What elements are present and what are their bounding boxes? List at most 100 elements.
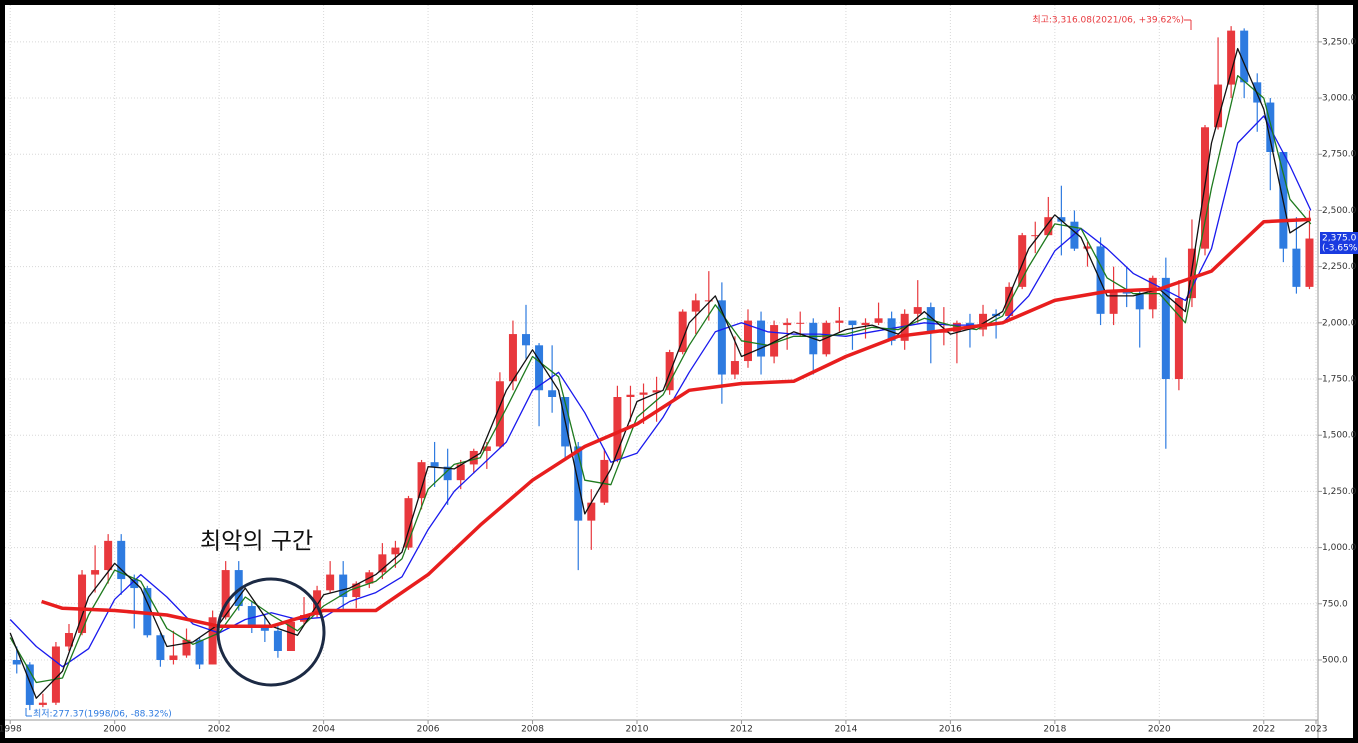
- candle-body: [286, 621, 295, 651]
- last-change: (-3.65%): [1322, 244, 1358, 254]
- candle-body: [939, 331, 948, 333]
- candle-body: [1018, 235, 1027, 287]
- highlight-circle: [216, 577, 326, 687]
- x-tick-label: 2012: [730, 725, 753, 735]
- moving-average-line: [9, 47, 1312, 699]
- x-tick-label: 2008: [521, 725, 544, 735]
- last-price-box: [1320, 232, 1358, 254]
- candle-body: [704, 300, 713, 302]
- candle-body: [1135, 293, 1144, 310]
- candle-body: [770, 325, 779, 357]
- candle-body: [417, 462, 426, 499]
- x-tick-label: 2014: [834, 725, 857, 735]
- candle-body: [1044, 217, 1053, 236]
- candle-body: [260, 626, 269, 631]
- moving-average-line: [41, 217, 1311, 629]
- candle-body: [861, 322, 870, 326]
- background: [5, 5, 1353, 738]
- y-tick-label: 1,250.0: [1322, 487, 1357, 497]
- y-tick-label: 2,750.0: [1322, 150, 1357, 160]
- x-tick-label: 2010: [626, 725, 649, 735]
- candle-body: [38, 702, 47, 705]
- candle-body: [1227, 30, 1236, 85]
- candle-body: [64, 633, 73, 647]
- candle-body: [1305, 238, 1314, 287]
- candle-body: [12, 659, 21, 665]
- candle-body: [979, 313, 988, 330]
- candle-body: [117, 540, 126, 580]
- candle-body: [848, 320, 857, 326]
- candle-body: [25, 664, 34, 705]
- moving-average-line: [9, 74, 1312, 684]
- high-annotation: 최고:3,316.08(2021/06, +39.62%): [1032, 15, 1184, 26]
- candle-body: [652, 390, 661, 393]
- candle-body: [1240, 30, 1249, 83]
- candle-body: [78, 574, 87, 634]
- x-tick-label: 2006: [417, 725, 440, 735]
- candle-body: [273, 630, 282, 651]
- candle-body: [91, 570, 100, 575]
- candle-body: [535, 345, 544, 391]
- candle-body: [482, 446, 491, 451]
- x-tick-label: 2020: [1148, 725, 1171, 735]
- y-tick-label: 3,250.0: [1322, 37, 1357, 47]
- y-tick-label: 1,750.0: [1322, 375, 1357, 385]
- candle-body: [665, 352, 674, 391]
- candle-body: [522, 334, 531, 346]
- candle-body: [208, 617, 217, 665]
- candle-body: [1031, 235, 1040, 237]
- plot: [5, 5, 1322, 724]
- candle-body: [1161, 277, 1170, 380]
- x-tick-label: 2022: [1252, 725, 1275, 735]
- x-tick-label: 1998: [0, 725, 22, 735]
- candle-body: [182, 639, 191, 656]
- last-price: 2,375.0: [1322, 234, 1357, 244]
- candle-body: [1292, 248, 1301, 287]
- candle-body: [326, 574, 335, 591]
- candle-body: [1174, 298, 1183, 380]
- candle-body: [678, 311, 687, 353]
- candle-body: [691, 300, 700, 312]
- candle-body: [495, 381, 504, 447]
- candle-body: [313, 590, 322, 616]
- candle-body: [339, 574, 348, 598]
- candle-body: [639, 392, 648, 395]
- x-tick-label: 2000: [103, 725, 126, 735]
- candle-body: [156, 635, 165, 660]
- candle-body: [352, 583, 361, 598]
- candle-body: [221, 570, 230, 618]
- y-tick-label: 1,500.0: [1322, 431, 1357, 441]
- candle-body: [757, 320, 766, 357]
- candle-body: [874, 318, 883, 323]
- candle-body: [508, 334, 517, 382]
- candle-body: [613, 397, 622, 460]
- candle-body: [430, 462, 439, 467]
- candle-body: [1122, 291, 1131, 294]
- y-tick-label: 3,000.0: [1322, 94, 1357, 104]
- y-tick-label: 750.0: [1322, 599, 1348, 609]
- candle-body: [1070, 221, 1079, 249]
- candle-body: [247, 606, 256, 627]
- note: 최악의 구간: [200, 529, 313, 555]
- low-annotation: 최저:277.37(1998/06, -88.32%): [33, 709, 172, 720]
- candle-body: [796, 322, 805, 324]
- y-tick-label: 500.0: [1322, 655, 1348, 665]
- candle-body: [587, 502, 596, 521]
- candle-body: [104, 540, 113, 571]
- x-tick-label: 2016: [939, 725, 962, 735]
- candle-body: [1005, 286, 1014, 317]
- candle-body: [717, 300, 726, 375]
- x-tick-label: 2002: [208, 725, 231, 735]
- candle-body: [456, 464, 465, 481]
- y-tick-label: 2,000.0: [1322, 318, 1357, 328]
- x-tick-label: 2004: [312, 725, 335, 735]
- candle-body: [1214, 84, 1223, 128]
- candle-body: [1109, 291, 1118, 314]
- candle-body: [626, 394, 635, 398]
- candle-body: [443, 466, 452, 481]
- y-tick-label: 2,250.0: [1322, 262, 1357, 272]
- candle-body: [378, 554, 387, 573]
- candle-body: [835, 320, 844, 323]
